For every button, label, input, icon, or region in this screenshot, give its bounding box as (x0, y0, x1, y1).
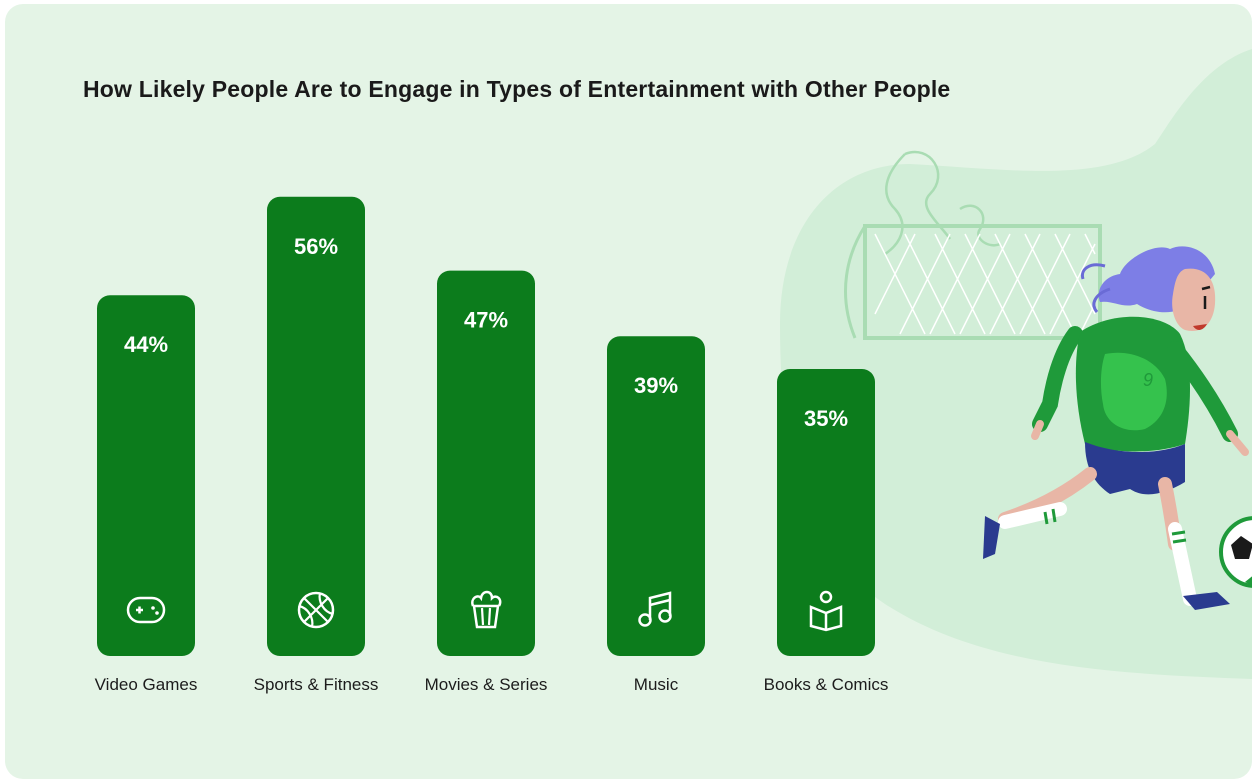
bar (777, 369, 875, 656)
bar (97, 295, 195, 656)
background-blob (780, 49, 1252, 679)
bar (437, 270, 535, 656)
bar-value-label: 35% (804, 406, 848, 431)
squiggle-decoration (884, 153, 906, 256)
bar-value-label: 39% (634, 373, 678, 398)
basketball-icon (297, 591, 335, 629)
category-label: Movies & Series (425, 675, 548, 694)
infographic-card: How Likely People Are to Engage in Types… (5, 4, 1252, 779)
category-label: Books & Comics (764, 675, 889, 694)
soccer-goal (844, 224, 1102, 340)
music-note-icon (638, 591, 672, 627)
gamepad-icon (126, 596, 166, 624)
player: 9 (983, 246, 1249, 610)
bar (267, 196, 365, 657)
bar-value-label: 47% (464, 308, 508, 333)
category-label: Music (634, 675, 679, 694)
svg-text:9: 9 (1143, 370, 1153, 390)
chart-title: How Likely People Are to Engage in Types… (83, 76, 951, 102)
soccer-ball (1219, 516, 1252, 588)
soccer-player-illustration: 9 (844, 150, 1252, 610)
reading-book-icon (809, 590, 843, 632)
category-label: Sports & Fitness (254, 675, 379, 694)
popcorn-icon (471, 590, 502, 629)
bar-chart: 44% Video Games 56% Sports & Fitness 47% Movi… (95, 196, 889, 694)
category-label: Video Games (95, 675, 198, 694)
bar (607, 336, 705, 656)
bar-value-label: 44% (124, 332, 168, 357)
bar-value-label: 56% (294, 234, 338, 259)
